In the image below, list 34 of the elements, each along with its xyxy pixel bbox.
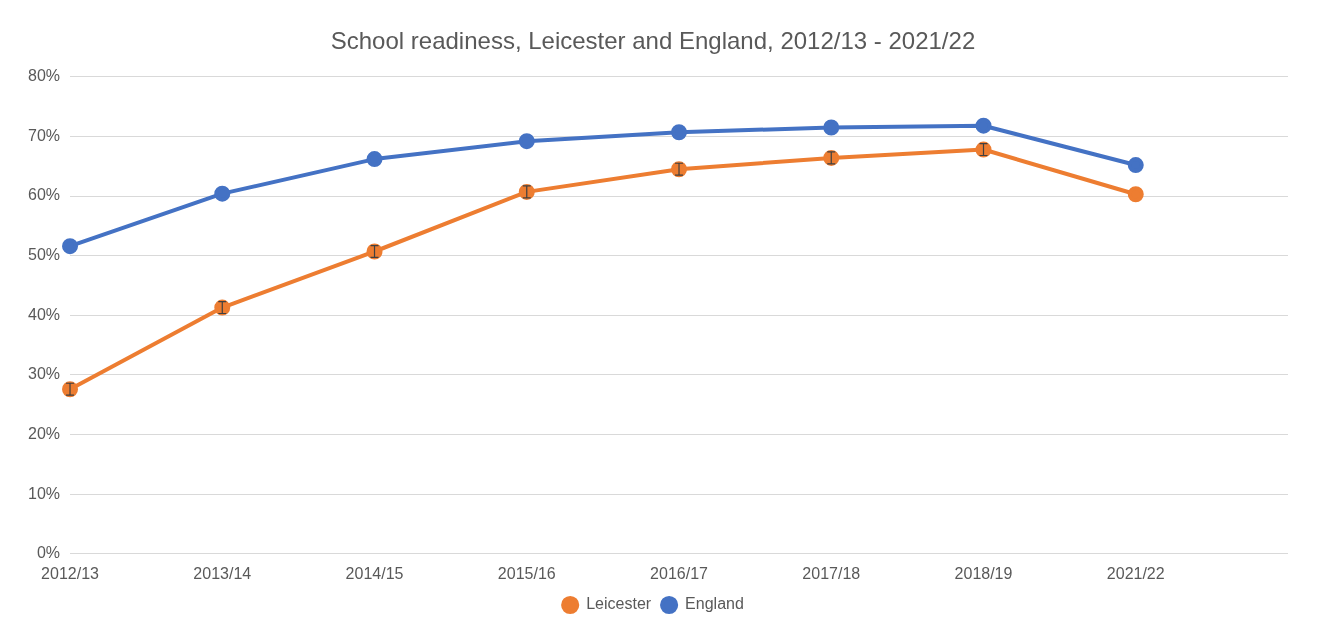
y-tick-label: 20% <box>27 424 61 442</box>
point <box>975 117 992 134</box>
y-tick-label: 50% <box>27 246 61 264</box>
x-tick-label: 2012/13 <box>41 564 100 582</box>
x-tick-label: 2015/16 <box>497 564 556 582</box>
x-tick-label: 2013/14 <box>193 564 252 582</box>
point <box>62 238 79 255</box>
y-tick-label: 40% <box>27 305 61 323</box>
point <box>214 299 231 316</box>
legend-label: Leicester <box>586 595 652 613</box>
point <box>62 381 79 398</box>
point <box>823 149 840 166</box>
point <box>518 183 535 200</box>
x-tick-label: 2017/18 <box>802 564 861 582</box>
point <box>1127 186 1144 203</box>
y-tick-label: 30% <box>27 365 61 383</box>
point <box>671 161 688 178</box>
x-tick-label: 2016/17 <box>650 564 709 582</box>
x-tick-label: 2014/15 <box>345 564 404 582</box>
point <box>671 124 688 141</box>
x-tick-label: 2018/19 <box>954 564 1013 582</box>
point <box>823 119 840 136</box>
y-tick-label: 80% <box>27 67 61 85</box>
chart-title: School readiness, Leicester and England, 2012/13 - 2021/22 <box>330 27 976 55</box>
y-tick-label: 70% <box>27 126 61 144</box>
point <box>366 151 383 168</box>
y-tick-label: 0% <box>36 544 61 562</box>
y-tick-label: 60% <box>27 186 61 204</box>
y-tick-label: 10% <box>27 484 61 502</box>
point <box>518 133 535 150</box>
point <box>214 185 231 202</box>
legend-label: England <box>685 595 744 613</box>
point <box>1127 157 1144 174</box>
x-tick-label: 2021/22 <box>1106 564 1165 582</box>
